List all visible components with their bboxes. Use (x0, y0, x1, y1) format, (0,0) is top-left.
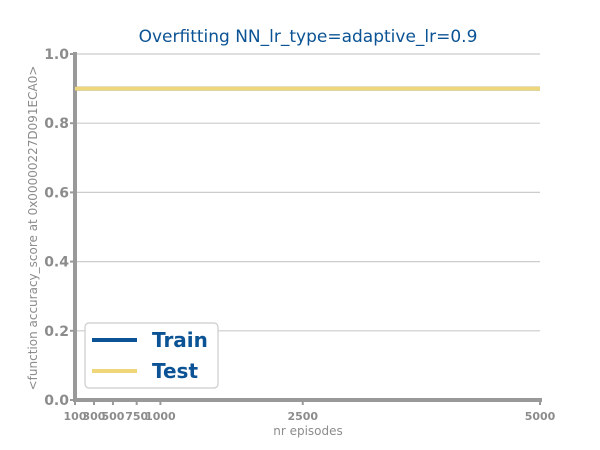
y-tick-label: 0.4 (44, 255, 69, 271)
x-tick-label: 2500 (287, 410, 318, 423)
grid (75, 53, 540, 332)
legend-label-train: Train (152, 328, 208, 352)
chart-title: Overfitting NN_lr_type=adaptive_lr=0.9 (139, 27, 478, 47)
y-tick-label: 0.0 (44, 393, 69, 409)
y-tick-label: 0.6 (44, 185, 69, 201)
x-tick-label: 750 (125, 410, 148, 423)
x-tick-label: 5000 (525, 410, 556, 423)
x-tick-label: 100 (64, 410, 87, 423)
y-tick-label: 0.8 (44, 116, 69, 132)
y-ticks: 0.0 0.2 0.4 0.6 0.8 1.0 (44, 47, 75, 409)
x-tick-label: 1000 (145, 410, 176, 423)
y-tick-label: 1.0 (44, 47, 69, 63)
axes (73, 52, 542, 402)
x-axis-label: nr episodes (273, 424, 343, 438)
x-tick-label: 500 (101, 410, 124, 423)
legend-label-test: Test (152, 359, 198, 383)
x-tick-label: 300 (82, 410, 105, 423)
legend: Train Test (84, 322, 219, 389)
y-tick-label: 0.2 (44, 324, 69, 340)
y-axis-label: <function accuracy_score at 0x00000227D0… (26, 66, 40, 391)
